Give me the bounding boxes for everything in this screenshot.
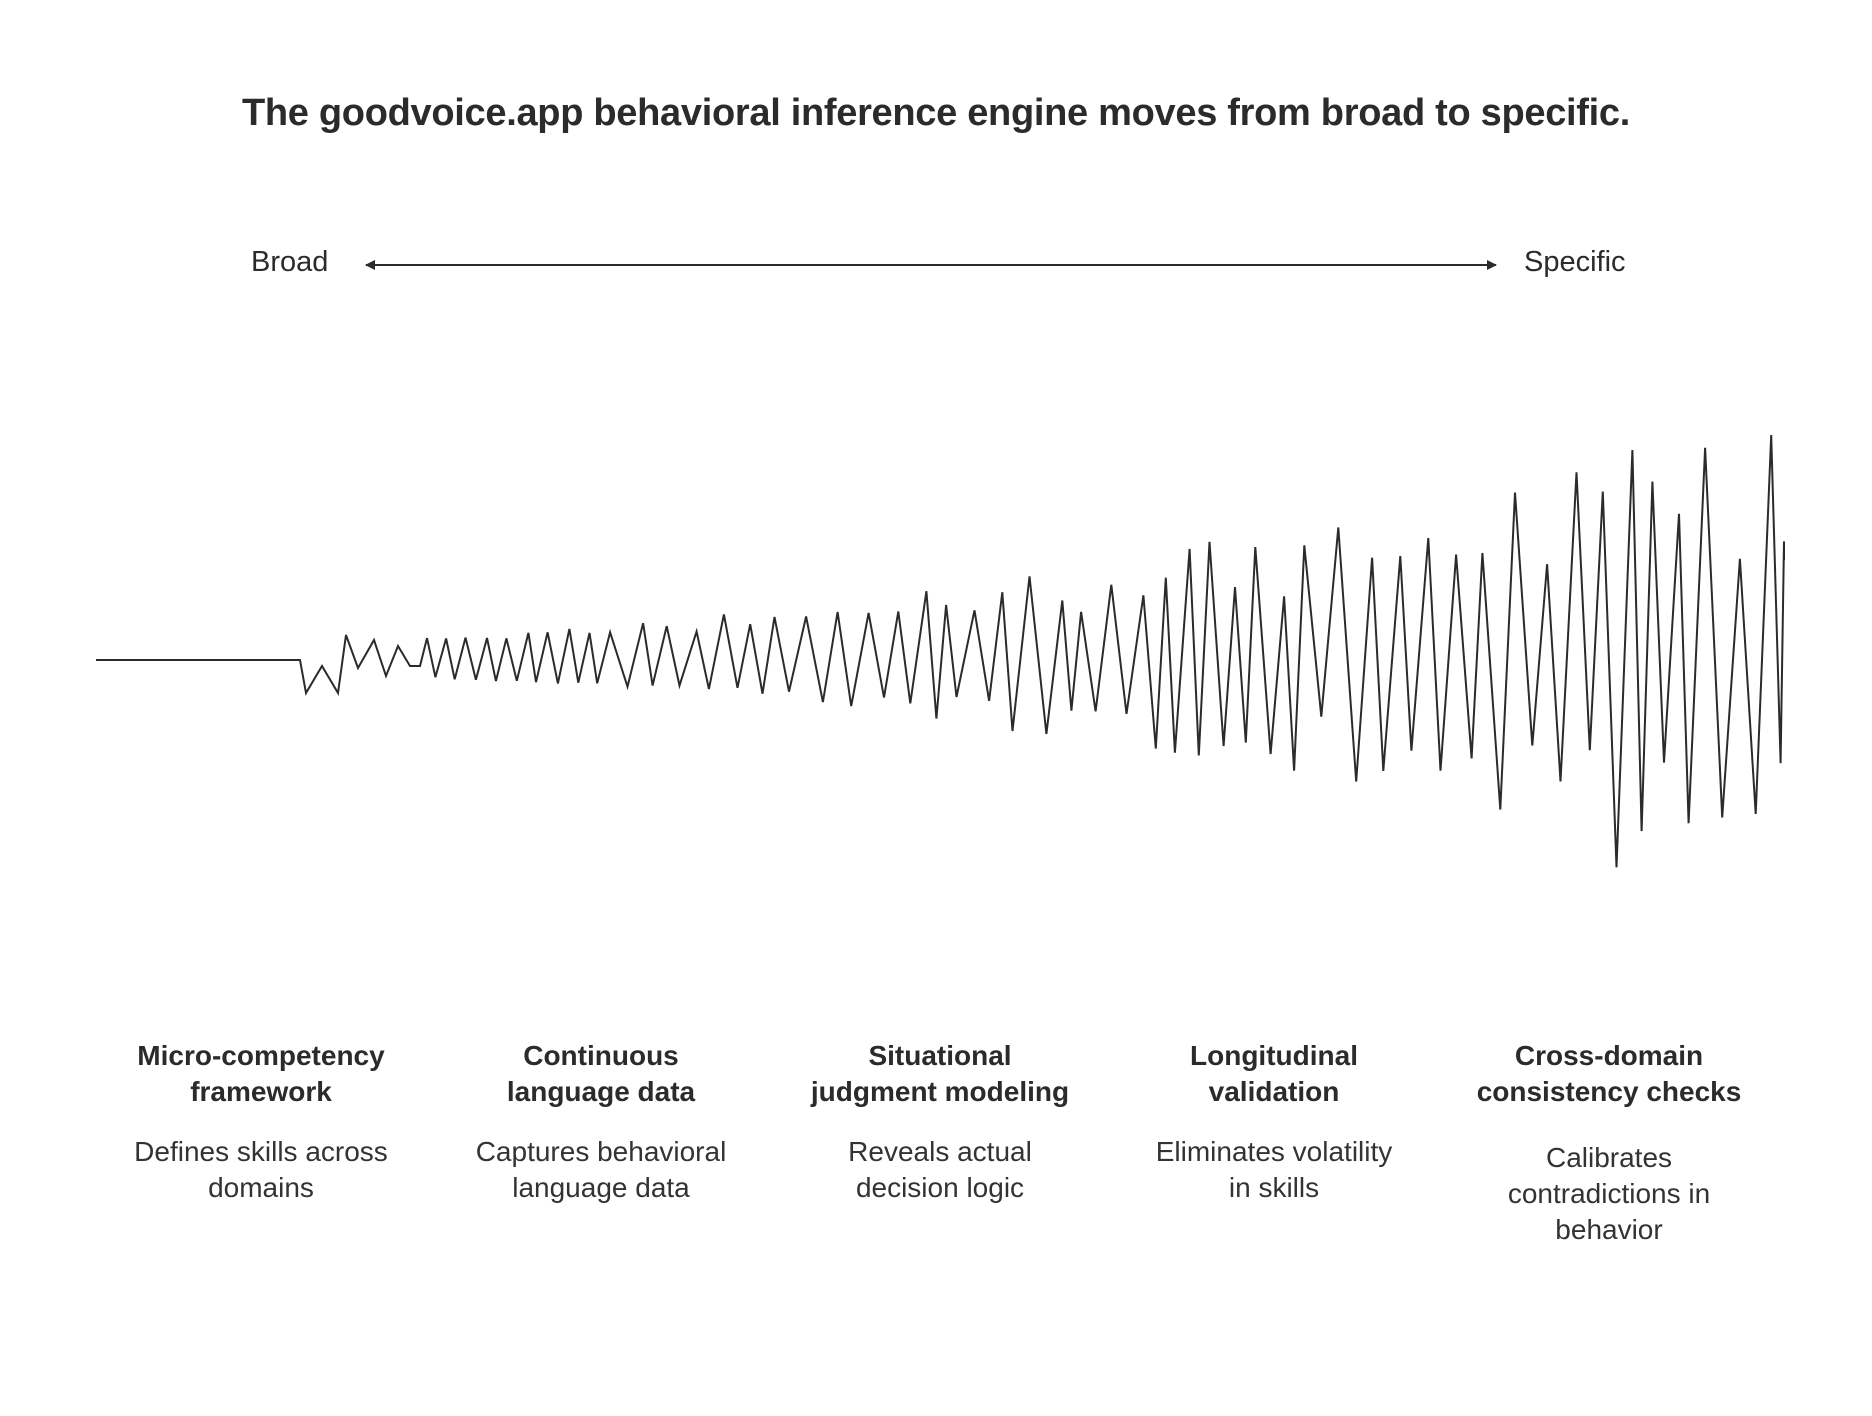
stage-continuous-language: Continuous language data Captures behavi… [451,1038,751,1206]
stage-title: Longitudinal validation [1190,1040,1358,1107]
stage-title: Continuous language data [506,1040,696,1107]
stage-description: Defines skills across domains [134,1136,388,1203]
specific-label: Specific [1524,246,1626,278]
stage-title: Cross-domain consistency checks [1476,1040,1742,1107]
stage-title: Situational judgment modeling [810,1040,1070,1107]
stage-title: Micro-competency framework [137,1040,385,1107]
stage-description: Calibrates contradictions in behavior [1507,1142,1711,1245]
stage-description: Reveals actual decision logic [848,1136,1032,1203]
stage-description: Captures behavioral language data [475,1136,727,1203]
broad-label: Broad [251,246,329,278]
stage-situational-judgment: Situational judgment modeling Reveals ac… [790,1038,1090,1206]
stage-micro-competency: Micro-competency framework Defines skill… [111,1038,411,1206]
page-title: The goodvoice.app behavioral inference e… [241,92,1631,134]
signal-waveform [96,434,1785,868]
stage-description: Eliminates volatility in skills [1155,1136,1393,1203]
stage-longitudinal-validation: Longitudinal validation Eliminates volat… [1124,1038,1424,1206]
stage-cross-domain: Cross-domain consistency checks Calibrat… [1459,1038,1759,1248]
